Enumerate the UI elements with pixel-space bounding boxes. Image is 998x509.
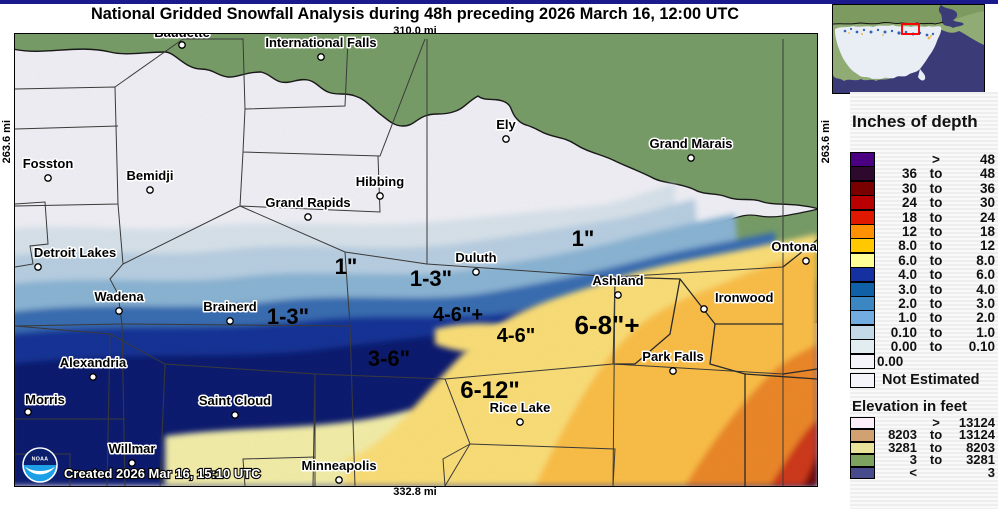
svg-text:Willmar: Willmar [109,441,156,456]
svg-text:Wadena: Wadena [94,289,144,304]
svg-text:1": 1" [572,226,595,251]
svg-text:Detroit Lakes: Detroit Lakes [34,245,116,260]
svg-text:1-3": 1-3" [410,266,452,291]
svg-text:Fosston: Fosston [23,156,74,171]
svg-text:Alexandria: Alexandria [60,355,127,370]
svg-text:6-12": 6-12" [460,377,519,404]
svg-text:Minneapolis: Minneapolis [301,458,376,473]
svg-text:4-6"+: 4-6"+ [433,304,483,326]
svg-text:1": 1" [335,254,358,279]
svg-text:Morris: Morris [25,392,65,407]
svg-text:Park Falls: Park Falls [642,349,703,364]
svg-text:Baudette: Baudette [154,34,210,40]
svg-text:Ely: Ely [496,117,516,132]
svg-text:Saint Cloud: Saint Cloud [199,393,271,408]
svg-text:1-3": 1-3" [267,304,309,329]
svg-text:Duluth: Duluth [455,250,496,265]
svg-text:Bemidji: Bemidji [127,168,174,183]
svg-text:Ironwood: Ironwood [715,290,774,305]
svg-text:Brainerd: Brainerd [203,299,257,314]
svg-text:Ontonagon: Ontonagon [771,239,817,254]
svg-text:6-8"+: 6-8"+ [574,310,639,340]
svg-text:3-6": 3-6" [368,346,410,371]
svg-text:4-6": 4-6" [497,325,535,347]
svg-text:Ashland: Ashland [592,273,643,288]
svg-text:Created 2026 Mar 16, 15:10 UTC: Created 2026 Mar 16, 15:10 UTC [64,466,261,481]
svg-text:Grand Rapids: Grand Rapids [265,195,350,210]
svg-text:Grand Marais: Grand Marais [649,136,732,151]
svg-text:NOAA: NOAA [32,457,49,463]
svg-text:International Falls: International Falls [265,35,376,50]
svg-text:Hibbing: Hibbing [356,174,404,189]
